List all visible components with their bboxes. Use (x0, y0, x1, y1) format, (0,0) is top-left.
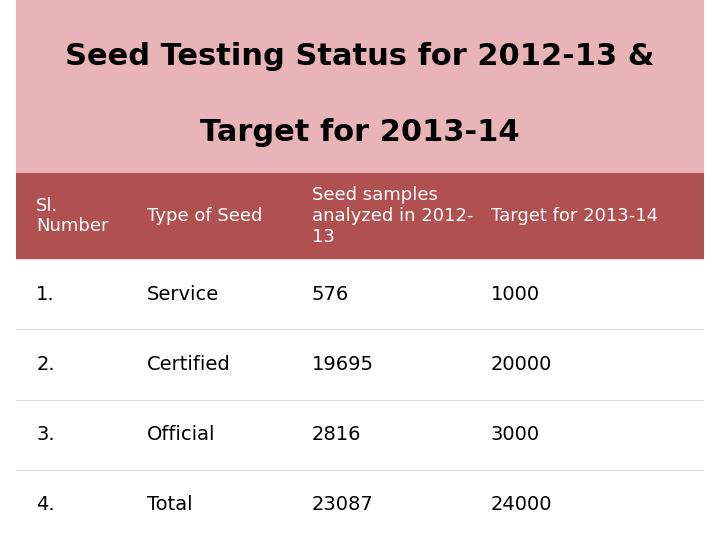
Text: Target for 2013-14: Target for 2013-14 (491, 207, 658, 225)
Text: Total: Total (147, 495, 192, 515)
Text: Seed samples
analyzed in 2012-
13: Seed samples analyzed in 2012- 13 (312, 186, 473, 246)
Text: 3.: 3. (36, 425, 55, 444)
Bar (16, 259, 704, 329)
Text: 3000: 3000 (491, 425, 540, 444)
Text: 1.: 1. (36, 285, 55, 304)
Text: 20000: 20000 (491, 355, 552, 374)
Text: 2816: 2816 (312, 425, 361, 444)
Text: 24000: 24000 (491, 495, 552, 515)
Text: Seed Testing Status for 2012-13 &: Seed Testing Status for 2012-13 & (66, 42, 654, 71)
Text: 23087: 23087 (312, 495, 374, 515)
Text: 4.: 4. (36, 495, 55, 515)
Text: 1000: 1000 (491, 285, 540, 304)
Bar (16, 400, 704, 470)
Text: Service: Service (147, 285, 219, 304)
Text: 19695: 19695 (312, 355, 374, 374)
Bar (16, 173, 704, 259)
Bar (16, 470, 704, 540)
Text: Certified: Certified (147, 355, 230, 374)
Text: 2.: 2. (36, 355, 55, 374)
Text: Official: Official (147, 425, 215, 444)
Text: Sl.
Number: Sl. Number (36, 197, 109, 235)
Text: Type of Seed: Type of Seed (147, 207, 262, 225)
Text: 576: 576 (312, 285, 349, 304)
Text: Target for 2013-14: Target for 2013-14 (200, 118, 520, 147)
Bar (16, 0, 704, 173)
Bar (16, 329, 704, 400)
